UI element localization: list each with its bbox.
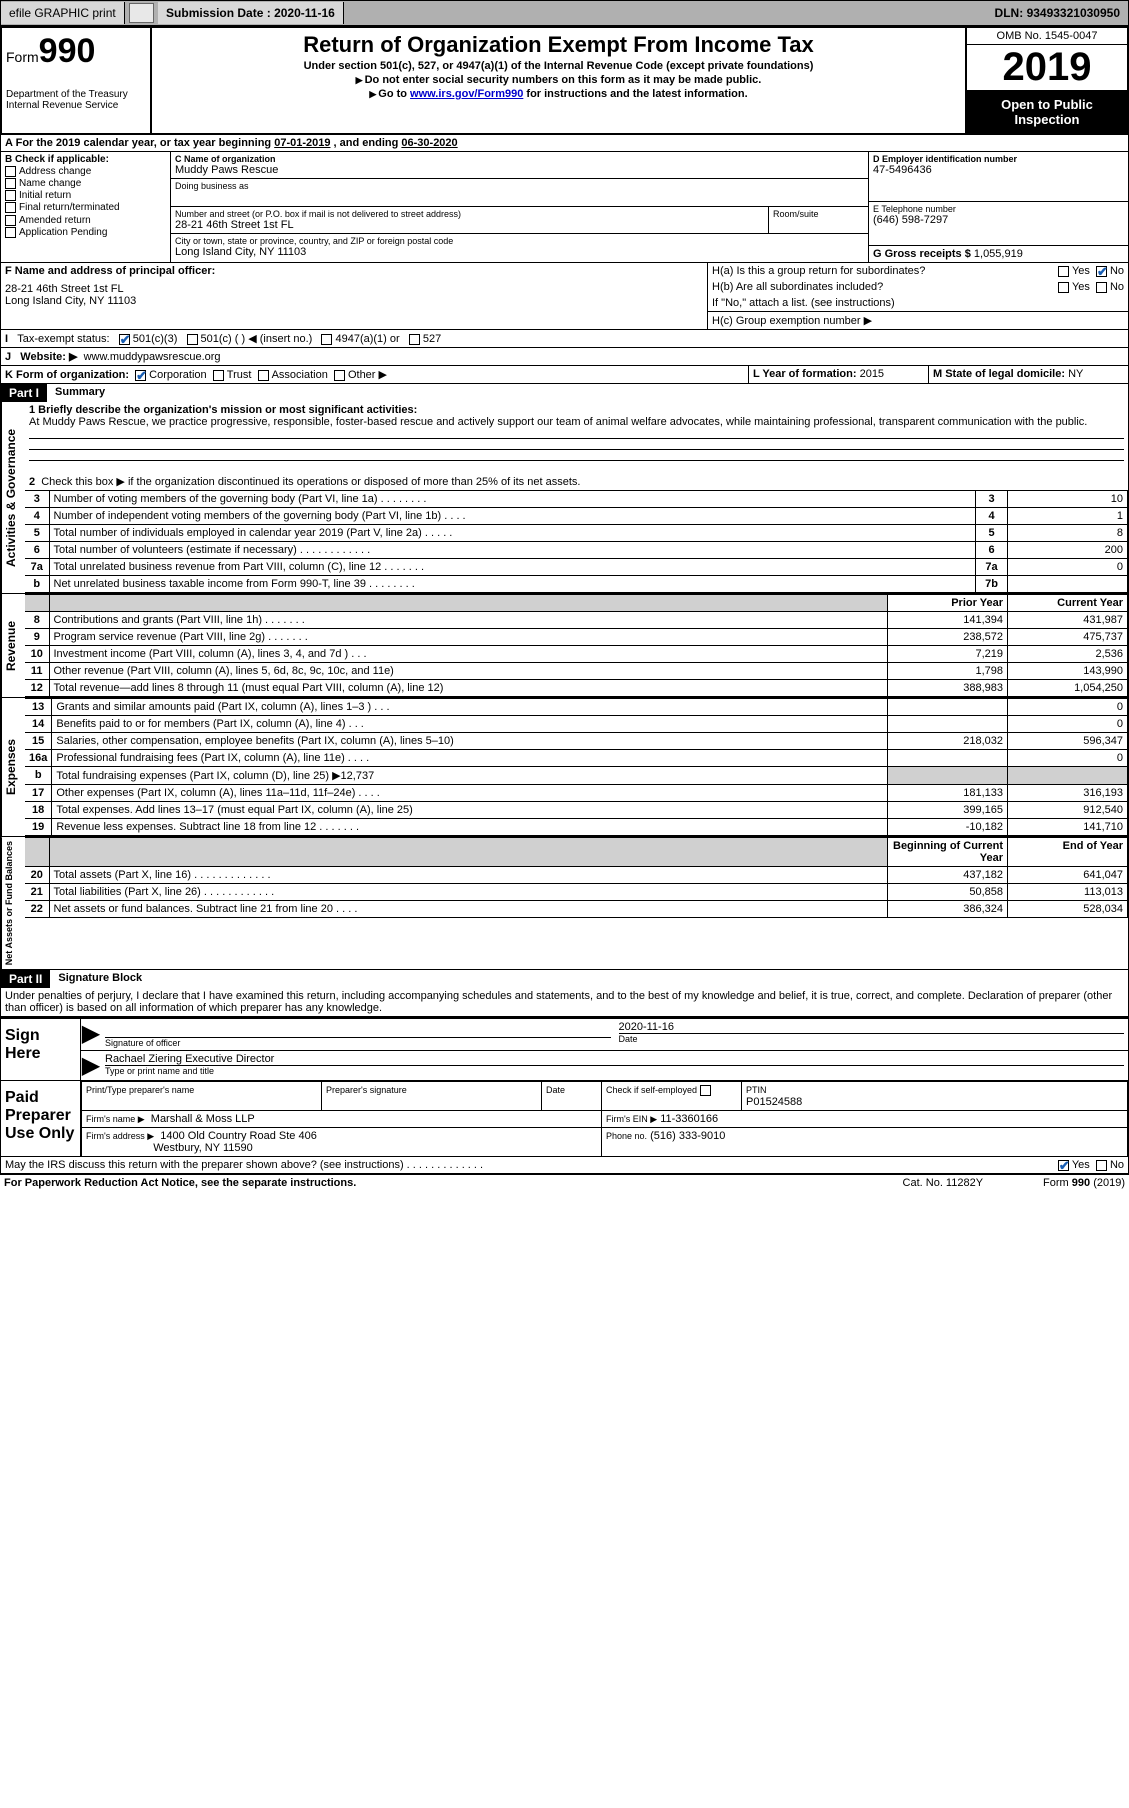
cb-address-change[interactable]: Address change [5,166,166,177]
sidebar-revenue: Revenue [1,594,25,697]
expenses-table: 13Grants and similar amounts paid (Part … [25,698,1128,836]
sidebar-expenses: Expenses [1,698,25,836]
box-c-name: C Name of organization Muddy Paws Rescue [171,152,868,179]
sign-here-block: Sign Here ▶ Signature of officer 2020-11… [0,1017,1129,1081]
box-j-website: J Website: ▶ www.muddypawsrescue.org [0,348,1129,366]
box-b-checkboxes: B Check if applicable: Address change Na… [1,152,171,262]
form-title: Return of Organization Exempt From Incom… [160,32,957,58]
cb-trust[interactable]: Trust [213,369,252,381]
subtitle-2: Do not enter social security numbers on … [160,74,957,86]
entity-info-block: B Check if applicable: Address change Na… [0,152,1129,263]
h-b-yes[interactable]: Yes [1058,281,1090,293]
arrow-icon: ▶ [81,1051,101,1080]
cb-final-return[interactable]: Final return/terminated [5,202,166,213]
cb-app-pending[interactable]: Application Pending [5,227,166,238]
box-i-tax-exempt: I Tax-exempt status: 501(c)(3) 501(c) ( … [0,330,1129,348]
cb-4947[interactable]: 4947(a)(1) or [321,333,399,345]
discuss-no[interactable]: No [1096,1159,1124,1171]
cb-527[interactable]: 527 [409,333,441,345]
arrow-icon: ▶ [81,1019,101,1050]
irs-link[interactable]: www.irs.gov/Form990 [410,88,523,100]
sidebar-netassets: Net Assets or Fund Balances [1,837,25,969]
box-h-c: H(c) Group exemption number ▶ [708,311,1128,329]
box-e-phone: E Telephone number (646) 598-7297 [869,202,1128,246]
subtitle-3: Go to www.irs.gov/Form990 for instructio… [160,88,957,100]
discuss-row: May the IRS discuss this return with the… [0,1157,1129,1174]
form-number: Form990 [6,32,146,71]
officer-group-block: F Name and address of principal officer:… [0,263,1129,330]
dln: DLN: 93493321030950 [987,2,1128,24]
cb-self-employed[interactable] [700,1085,711,1096]
revenue-block: Revenue Prior YearCurrent Year8Contribut… [0,594,1129,698]
box-d-ein: D Employer identification number 47-5496… [869,152,1128,202]
omb-number: OMB No. 1545-0047 [967,28,1127,45]
form-header: Form990 Department of the Treasury Inter… [0,26,1129,135]
open-to-public: Open to Public Inspection [967,91,1127,133]
cb-amended[interactable]: Amended return [5,215,166,226]
part1-header: Part I Summary [0,384,1129,402]
box-c-city: City or town, state or province, country… [171,234,868,260]
box-m-state: M State of legal domicile: NY [928,366,1128,383]
box-c-room: Room/suite [768,207,868,233]
cb-other[interactable]: Other ▶ [334,369,387,381]
line1-mission: 1 Briefly describe the organization's mi… [25,402,1128,473]
graphic-print-button[interactable] [129,3,154,23]
netassets-block: Net Assets or Fund Balances Beginning of… [0,837,1129,970]
cb-501c[interactable]: 501(c) ( ) ◀ (insert no.) [187,333,313,345]
penalty-statement: Under penalties of perjury, I declare th… [0,988,1129,1017]
preparer-table: Print/Type preparer's name Preparer's si… [81,1081,1128,1156]
cb-501c3[interactable]: 501(c)(3) [119,333,178,345]
submission-date-label: Submission Date : 2020-11-16 [158,2,344,24]
cb-assoc[interactable]: Association [258,369,328,381]
footer: For Paperwork Reduction Act Notice, see … [0,1174,1129,1191]
sidebar-activities: Activities & Governance [1,402,25,593]
tax-year: 2019 [967,45,1127,91]
summary-governance-table: 3Number of voting members of the governi… [25,490,1128,593]
box-f-officer: F Name and address of principal officer:… [1,263,708,329]
expenses-block: Expenses 13Grants and similar amounts pa… [0,698,1129,837]
cb-initial-return[interactable]: Initial return [5,190,166,201]
cb-name-change[interactable]: Name change [5,178,166,189]
paid-preparer-block: Paid Preparer Use Only Print/Type prepar… [0,1081,1129,1157]
box-c-street: Number and street (or P.O. box if mail i… [171,207,768,233]
box-h: H(a) Is this a group return for subordin… [708,263,1128,329]
top-bar: efile GRAPHIC print Submission Date : 20… [0,0,1129,26]
box-g-gross: G Gross receipts $ 1,055,919 [869,246,1128,262]
box-klm: K Form of organization: Corporation Trus… [0,366,1129,384]
part2-header: Part II Signature Block [0,970,1129,988]
h-a-yes[interactable]: Yes [1058,265,1090,277]
dept-treasury: Department of the Treasury Internal Reve… [6,89,146,111]
part1-body: Activities & Governance 1 Briefly descri… [0,402,1129,594]
netassets-table: Beginning of Current YearEnd of Year20To… [25,837,1128,918]
subtitle-1: Under section 501(c), 527, or 4947(a)(1)… [160,60,957,72]
box-l-year: L Year of formation: 2015 [748,366,928,383]
line2-discontinued: 2 Check this box ▶ if the organization d… [25,473,1128,490]
efile-label: efile GRAPHIC print [1,2,125,24]
revenue-table: Prior YearCurrent Year8Contributions and… [25,594,1128,697]
discuss-yes[interactable]: Yes [1058,1159,1090,1171]
h-b-no[interactable]: No [1096,281,1124,293]
line-a-tax-year: A For the 2019 calendar year, or tax yea… [0,135,1129,152]
h-a-no[interactable]: No [1096,265,1124,277]
cb-corp[interactable]: Corporation [135,369,206,381]
box-c-dba: Doing business as [171,179,868,207]
